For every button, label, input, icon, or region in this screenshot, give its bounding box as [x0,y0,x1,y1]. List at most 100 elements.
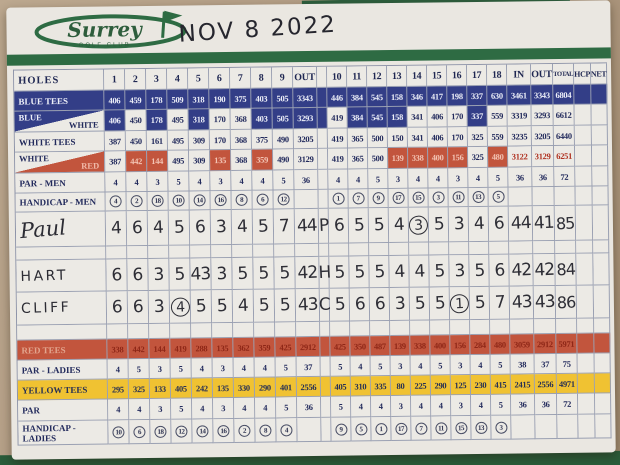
hole-15-cell: 11 [431,416,452,441]
hole-6-cell: 16 [210,190,232,211]
printed-value: 5 [495,172,500,183]
handwritten-score: 6 [131,217,143,239]
row-label: WHITE RED [15,151,106,174]
printed-value: 5 [338,401,343,412]
handwritten-score: 4 [393,261,405,282]
hcp-cell [575,166,593,187]
hole-3-cell: 3 [147,171,169,192]
out-repeat-cell: 36 [535,394,558,416]
hole-5-cell: 4 [192,398,214,420]
hole-2-cell: 450 [125,110,147,132]
printed-value: 6804 [555,89,572,100]
hole-8-cell: 4 [254,357,276,378]
out-repeat-cell: 43 [533,286,557,320]
printed-value: 406 [108,115,121,126]
in-cell: 3461 [507,85,532,106]
hole-15-cell: 5 [430,355,451,376]
hole-3-cell [149,323,171,339]
hole-8-cell: 4 [255,397,277,419]
out-repeat-cell: 3293 [531,105,554,127]
spacer-column [320,376,332,397]
printed-value: 3 [221,403,226,414]
row-label: YELLOW TEES [17,379,109,401]
hole-8-cell: 8 [255,418,277,443]
hole-11-cell: 5 [348,208,370,244]
hole-7-cell: 2 [234,418,256,443]
handwritten-score: 5 [473,260,485,281]
hole-7-cell: 368 [230,129,253,150]
hole-1-cell: 6 [106,291,129,325]
printed-value: 3235 [511,130,528,142]
printed-value: 3122 [511,151,528,162]
printed-value: 36 [515,171,524,182]
printed-value: 3129 [534,151,551,162]
hole-5-cell: 14 [189,191,211,211]
hole-13-cell: 3 [389,287,411,322]
printed-value: 2912 [299,341,316,352]
handwritten-score: 7 [494,292,505,313]
hole-1-cell: 406 [104,110,126,132]
printed-value: 318 [192,93,205,104]
hole-15-cell: 4 [431,395,452,417]
hole-13-cell: 150 [387,127,409,149]
hole-5-cell: 43 [190,258,212,291]
spacer-column [317,107,328,129]
hole-12-cell: 12 [367,66,388,88]
spacer-column [317,66,328,88]
hole-16-cell: 170 [447,127,468,148]
hole-17-cell: 337 [467,85,488,107]
hole-13-cell: 4 [389,255,410,289]
club-subtitle: GOLF CLUB [79,42,131,49]
printed-value: 4 [262,362,267,373]
hole-14-cell: 4 [408,168,429,189]
hole-3-cell: 18 [150,419,172,444]
printed-value: 75 [562,358,571,369]
hole-5-cell: 242 [191,378,214,399]
printed-value: 295 [111,383,124,394]
handwritten-score: 4 [152,217,164,239]
in-cell: 36 [511,394,536,416]
handwritten-score: 3 [215,216,227,238]
net-cell [592,186,609,206]
row-label: RED TEES [17,339,108,361]
spacer-column [317,87,328,108]
handwritten-score: 6 [111,297,123,318]
scorecard-header: Surrey GOLF CLUB NOV 8 2022 [6,0,611,54]
printed-value: 230 [474,379,487,390]
hole-2-cell: 4 [129,398,151,421]
hole-10-cell: 405 [330,376,352,397]
printed-value: 3205 [534,130,551,141]
printed-value: 509 [171,94,184,105]
hole-6-cell: 5 [211,289,234,324]
hole-6-cell: 3 [212,357,234,379]
row-label: HART [16,259,107,293]
hole-1-cell: 406 [104,90,126,111]
hole-17-cell: 230 [470,374,492,396]
circled-handicap: 10 [112,425,125,438]
handwritten-score: 41 [533,212,554,234]
handwritten-score: 43 [534,291,555,313]
hole-10-cell: 425 [330,336,351,357]
hole-9-cell [274,244,296,258]
printed-value: 3 [218,175,223,186]
printed-value: 3 [398,360,403,371]
hcp-cell [577,333,595,354]
handwritten-score: 42 [510,259,532,281]
hole-8-cell: 8 [251,67,273,89]
hole-4-cell: 495 [168,150,190,172]
hole-8-cell: 5 [253,257,275,290]
hole-7-cell: 4 [232,289,255,323]
out-repeat-cell: 37 [534,354,557,375]
handwritten-score: 3 [153,264,164,285]
printed-value: 72 [563,398,572,409]
net-cell [593,253,610,286]
total-cell: 72 [554,166,576,188]
printed-value: 284 [473,339,486,350]
hole-4-cell: 495 [167,109,189,131]
hole-8-cell: 4 [252,170,274,191]
printed-value: 156 [451,152,464,163]
printed-value: 425 [279,341,292,352]
circled-handicap: 7 [352,192,365,205]
hole-5-cell: 4 [191,358,213,379]
